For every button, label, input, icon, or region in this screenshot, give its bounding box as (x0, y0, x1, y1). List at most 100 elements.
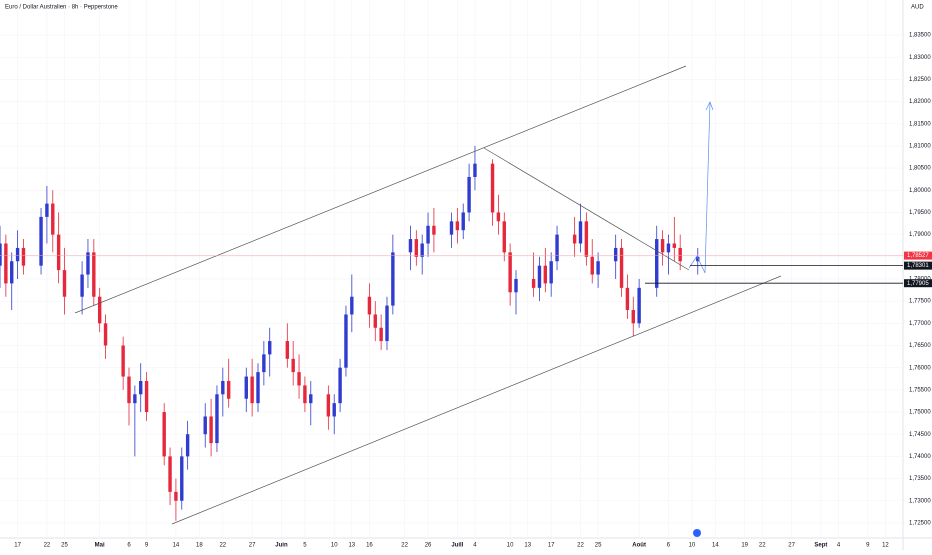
candle-body (449, 221, 454, 235)
candle-body (332, 403, 336, 417)
y-tick-label: 1,83500 (909, 33, 931, 39)
x-tick-label: 13 (524, 543, 531, 549)
x-tick-label: 27 (788, 543, 795, 549)
candle-body (303, 385, 307, 404)
candle-body (139, 380, 143, 395)
candle-body (174, 491, 178, 501)
candle-body (490, 163, 495, 213)
candle-body (103, 323, 108, 346)
x-tick-label: 25 (595, 543, 602, 549)
candle-body (51, 203, 55, 235)
candle-body (0, 243, 2, 266)
x-tick-label: Juin (275, 543, 288, 549)
y-tick-label: 1,80500 (909, 166, 931, 172)
candle-body (549, 261, 553, 284)
x-tick-label: 14 (712, 543, 719, 549)
candle-body (555, 234, 559, 262)
candle-body (221, 380, 225, 395)
candle-body (285, 341, 290, 359)
y-tick-label: 1,75000 (909, 410, 931, 416)
x-tick-label: 14 (173, 543, 180, 549)
candle-body (262, 354, 266, 373)
candle-body (250, 376, 254, 404)
candle-body (584, 221, 589, 257)
x-tick-label: 22 (219, 543, 226, 549)
x-tick-label: 22 (577, 543, 584, 549)
candle-body (408, 239, 413, 253)
candle-body (590, 256, 594, 275)
y-tick-label: 1,82000 (909, 99, 931, 105)
candle-body (666, 243, 671, 253)
y-tick-label: 1,73000 (909, 498, 931, 504)
candle-body (168, 456, 172, 492)
price-tag-label: 1,77905 (907, 281, 929, 287)
candle-body (133, 394, 137, 404)
candle-body (367, 296, 372, 315)
candle-body (121, 345, 125, 377)
candle-body (414, 239, 419, 257)
candle-body (10, 261, 14, 284)
y-tick-label: 1,75500 (909, 387, 931, 393)
candle-body (350, 296, 354, 315)
candle-body (127, 376, 131, 404)
trend-line (483, 147, 690, 271)
x-tick-label: 13 (348, 543, 355, 549)
candle-body (473, 163, 477, 177)
candle-body (39, 216, 43, 266)
candle-body (226, 380, 231, 399)
candle-body (619, 247, 624, 288)
candle-body (467, 176, 471, 213)
x-tick-label: 22 (759, 543, 766, 549)
x-tick-label: 10 (689, 543, 696, 549)
y-tick-label: 1,76000 (909, 365, 931, 371)
candle-body (86, 252, 90, 275)
candle-body (92, 252, 96, 297)
x-tick-label: 16 (366, 543, 373, 549)
candle-body (309, 394, 313, 404)
candle-body (508, 252, 512, 293)
candle-body (21, 247, 26, 266)
y-tick-label: 1,72500 (909, 520, 931, 526)
candle-body (244, 376, 248, 399)
candle-body (256, 372, 260, 404)
x-tick-label: Août (632, 543, 646, 549)
candle-body (461, 212, 465, 231)
candle-body (338, 367, 342, 404)
drawings (74, 65, 782, 525)
price-tag (904, 251, 932, 260)
candle-body (543, 265, 548, 284)
arrow-head (705, 101, 714, 111)
x-tick-label: 12 (882, 543, 889, 549)
candle-body (496, 212, 501, 222)
y-tick-label: 1,80000 (909, 188, 931, 194)
candle-body (514, 278, 518, 293)
x-tick-label: 17 (548, 543, 555, 549)
y-tick-label: 1,81500 (909, 121, 931, 127)
candle-body (531, 278, 536, 288)
candle-body (696, 256, 700, 262)
y-tick-label: 1,81000 (909, 143, 931, 149)
x-tick-label: 17 (14, 543, 21, 549)
channel-lower (171, 275, 782, 525)
candle-body (420, 243, 424, 257)
candle-body (297, 372, 301, 386)
y-tick-label: 1,83000 (909, 55, 931, 61)
x-tick-label: Mai (95, 543, 105, 549)
candle-body (678, 247, 682, 262)
candle-body (426, 225, 430, 244)
candle-body (97, 296, 102, 324)
price-tag (904, 279, 932, 288)
y-tick-label: 1,79000 (909, 232, 931, 238)
grid (0, 0, 903, 538)
x-tick-label: 6 (127, 543, 131, 549)
candle-body (572, 234, 577, 244)
candle-body (379, 327, 383, 342)
x-tick-label: 22 (401, 543, 408, 549)
y-tick-label: 1,82500 (909, 77, 931, 83)
candle-body (373, 314, 377, 328)
x-tick-label: Sept (814, 543, 827, 549)
candle-body (209, 416, 213, 444)
candle-body (268, 341, 272, 355)
x-tick-label: 5 (303, 543, 307, 549)
logo[interactable] (693, 529, 701, 537)
